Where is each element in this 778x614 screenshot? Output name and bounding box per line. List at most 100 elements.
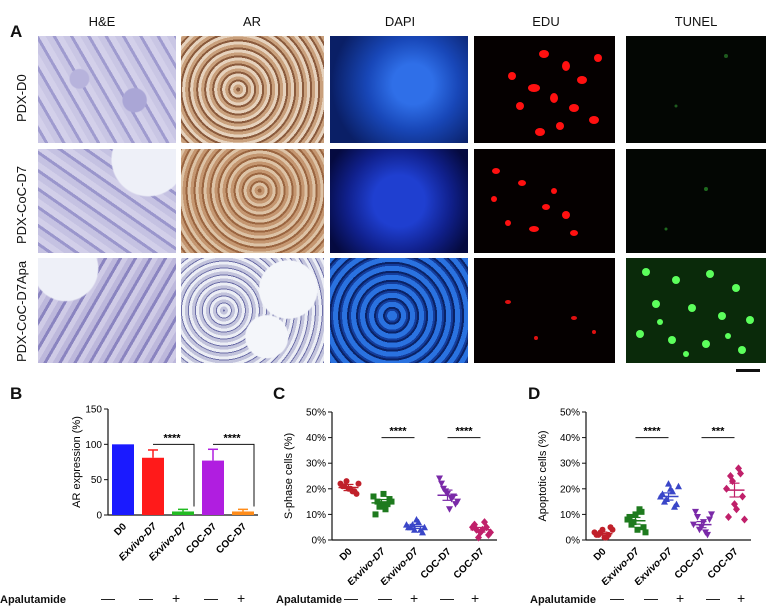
apa-c-1: — [344, 590, 358, 606]
y-tick-label: 50% [306, 408, 326, 419]
tile-tunel-apa [626, 258, 766, 363]
data-point [370, 493, 377, 500]
x-category-label: COC-D7 [214, 521, 249, 556]
bar [172, 511, 194, 515]
row-label-coc-d7apa: PDX-CoC-D7Apa [14, 260, 29, 362]
significance-label: **** [643, 426, 661, 438]
row-label-coc-d7: PDX-CoC-D7 [14, 165, 29, 244]
apa-d-1: — [610, 590, 624, 606]
x-category-label: COC-D7 [673, 546, 708, 581]
x-category-label: D0 [112, 521, 129, 538]
data-point [642, 529, 649, 536]
data-point [671, 503, 678, 510]
tile-he-apa [38, 258, 176, 363]
y-axis-title: Apoptotic cells (%) [537, 430, 549, 521]
data-point [374, 498, 381, 505]
data-point [665, 480, 672, 487]
apa-d-3: + [676, 590, 685, 606]
data-point [675, 482, 682, 490]
data-point [411, 526, 418, 533]
tile-dapi-apa [330, 258, 468, 363]
data-point [692, 508, 699, 516]
significance-label: **** [223, 432, 241, 444]
data-point [388, 498, 395, 505]
chart-c-s-phase: 0%10%20%30%40%50%S-phase cells (%)D0Exvi… [283, 408, 497, 585]
y-tick-label: 40% [560, 433, 580, 444]
apalutamide-label-b: Apalutamide [0, 594, 67, 606]
data-point [632, 511, 639, 518]
data-point [471, 520, 478, 529]
significance-label: *** [712, 426, 726, 438]
apa-b-2: — [139, 590, 153, 606]
y-tick-label: 30% [306, 459, 326, 470]
data-point [735, 464, 742, 473]
col-label-dapi: DAPI [384, 14, 416, 29]
data-point [640, 524, 647, 531]
apa-d-5: + [737, 590, 746, 606]
data-point [446, 506, 453, 513]
data-point [626, 513, 633, 520]
panel-b-letter: B [10, 384, 23, 403]
apa-b-5: + [237, 590, 246, 606]
y-tick-label: 10% [306, 510, 326, 521]
x-category-label: COC-D7 [184, 521, 219, 556]
data-point [723, 484, 730, 493]
tile-ar-coc [181, 149, 324, 253]
tile-ar-d0 [181, 36, 324, 143]
data-point [380, 490, 387, 497]
data-point [737, 469, 744, 478]
data-point [706, 516, 713, 524]
tile-he-coc [38, 149, 176, 253]
data-point [704, 531, 711, 539]
col-label-ar: AR [242, 14, 262, 29]
tile-tunel-coc [626, 149, 766, 253]
col-label-tunel: TUNEL [674, 14, 718, 29]
data-point [384, 501, 391, 508]
data-point [454, 498, 461, 506]
y-tick-label: 20% [560, 484, 580, 495]
data-point [609, 526, 616, 533]
data-point [483, 523, 490, 532]
y-tick-label: 100 [85, 440, 102, 451]
bar [232, 511, 254, 515]
chart-d-apoptotic: 0%10%20%30%40%50%Apoptotic cells (%)D0Ex… [537, 408, 751, 585]
tile-edu-d0 [474, 36, 615, 143]
data-point [438, 480, 445, 488]
data-point [481, 518, 488, 527]
apa-c-4: — [440, 590, 454, 606]
scale-bar [736, 369, 760, 372]
y-tick-label: 20% [306, 484, 326, 495]
y-tick-label: 30% [560, 459, 580, 470]
data-point [630, 519, 637, 526]
apalutamide-label-d: Apalutamide [530, 594, 597, 606]
data-point [696, 526, 703, 534]
tile-ar-apa [181, 258, 324, 363]
tile-dapi-coc [330, 149, 468, 253]
apa-c-5: + [471, 590, 480, 606]
y-tick-label: 0 [96, 511, 102, 522]
data-point [667, 485, 674, 492]
data-point [382, 506, 389, 513]
data-point [413, 516, 420, 523]
data-point [634, 526, 641, 533]
data-point [355, 480, 362, 487]
significance-bracket [213, 443, 255, 507]
apa-d-4: — [706, 590, 720, 606]
apa-b-1: — [101, 590, 115, 606]
significance-label: **** [389, 426, 407, 438]
y-tick-label: 0% [312, 536, 327, 547]
data-point [708, 511, 715, 518]
apa-c-2: — [378, 590, 392, 606]
data-point [725, 512, 732, 521]
y-tick-label: 150 [85, 405, 102, 416]
significance-label: **** [455, 426, 473, 438]
data-point [659, 490, 666, 497]
data-point [417, 526, 424, 533]
apa-c-3: + [410, 590, 419, 606]
apa-b-4: — [204, 590, 218, 606]
bar [202, 460, 224, 515]
y-axis-title: S-phase cells (%) [283, 433, 295, 519]
data-point [694, 513, 701, 521]
tile-he-d0 [38, 36, 176, 143]
